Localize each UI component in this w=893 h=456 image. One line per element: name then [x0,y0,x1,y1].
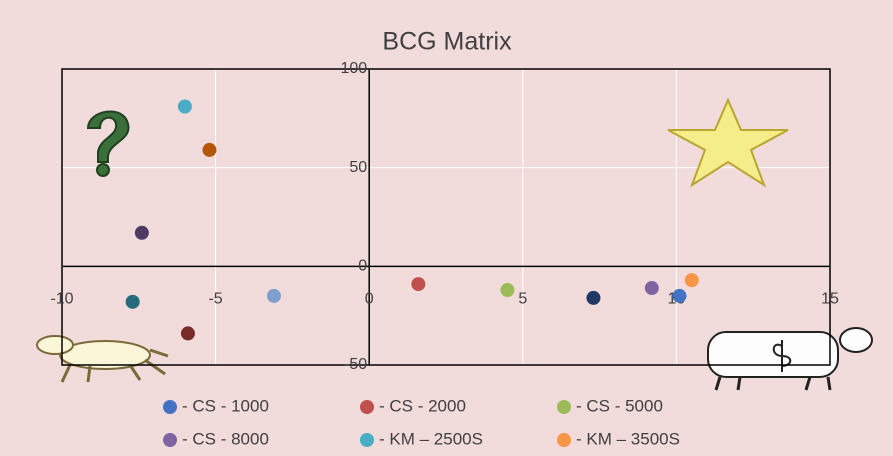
chart-title: BCG Matrix [382,28,512,56]
x-tick-label: -10 [50,291,73,308]
y-tick-label: 100 [340,60,367,77]
point [202,143,216,157]
point [586,291,600,305]
x-tick-label: 0 [365,291,374,308]
point [135,226,149,240]
legend-label: - KM – 2500S [379,429,483,448]
x-tick-label: 5 [518,291,527,308]
point [645,281,659,295]
legend-marker [163,400,177,414]
chart: BCG Matrix -10-5051015-50050100- CS - 10… [0,0,893,456]
point [181,326,195,340]
point [178,99,192,113]
legend-label: - CS - 2000 [379,396,466,415]
legend-label: - CS - 5000 [576,396,663,415]
legend-marker [360,433,374,447]
point [672,289,686,303]
legend-label: - KM – 3500S [576,429,680,448]
legend-label: - CS - 8000 [182,429,269,448]
legend-marker [163,433,177,447]
point [126,295,140,309]
point [685,273,699,287]
legend-label: - CS - 1000 [182,396,269,415]
y-tick-label: 0 [358,258,367,275]
legend-marker [557,433,571,447]
x-tick-label: -5 [208,291,222,308]
y-tick-label: -50 [344,356,367,373]
legend-marker [360,400,374,414]
x-tick-label: 15 [821,291,839,308]
y-tick-label: 50 [349,159,367,176]
point [500,283,514,297]
legend-marker [557,400,571,414]
point [411,277,425,291]
point [267,289,281,303]
